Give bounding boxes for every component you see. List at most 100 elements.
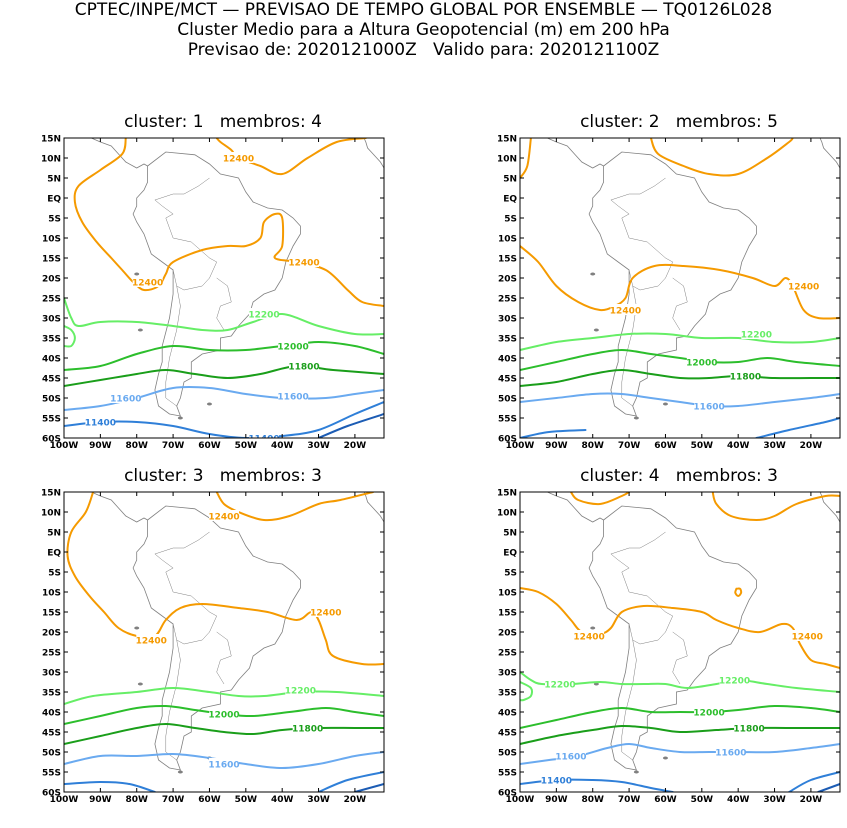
lat-tick-label: 60S bbox=[498, 789, 517, 799]
contour-label: 11600 bbox=[693, 403, 724, 413]
lon-tick-label: 60W bbox=[654, 441, 677, 451]
lat-tick-label: 55S bbox=[498, 415, 517, 425]
coastline-africa bbox=[363, 138, 384, 169]
lat-tick-label: 45S bbox=[498, 729, 517, 739]
contour-label: 12000 bbox=[208, 711, 239, 721]
contour-label: 12200 bbox=[544, 681, 575, 691]
lat-tick-label: 10S bbox=[498, 589, 517, 599]
lat-tick-label: 20S bbox=[498, 629, 517, 639]
lat-tick-label: 5S bbox=[504, 569, 517, 579]
lon-tick-label: 50W bbox=[235, 441, 258, 451]
contour-11400 bbox=[520, 429, 587, 438]
country-border bbox=[610, 531, 666, 555]
lat-tick-label: 10S bbox=[42, 235, 61, 245]
lon-tick-label: 100W bbox=[506, 441, 535, 451]
lat-tick-label: 10N bbox=[497, 155, 517, 165]
contour-11600 bbox=[520, 392, 840, 408]
contour-12200 bbox=[64, 297, 384, 336]
lon-tick-label: 30W bbox=[307, 795, 330, 805]
coastline-africa bbox=[819, 138, 840, 169]
contour-12200 bbox=[520, 681, 534, 702]
lat-tick-label: 35S bbox=[42, 335, 61, 345]
lon-tick-label: 80W bbox=[582, 441, 605, 451]
contour-label-bg bbox=[285, 684, 316, 695]
lat-tick-label: 15S bbox=[498, 609, 517, 619]
header-line-2: Cluster Medio para a Altura Geopotencial… bbox=[177, 20, 670, 40]
lon-tick-label: 80W bbox=[126, 441, 149, 451]
lon-tick-label: 20W bbox=[344, 441, 367, 451]
contour-12000 bbox=[520, 704, 840, 729]
lat-tick-label: EQ bbox=[503, 195, 517, 205]
country-border bbox=[165, 285, 181, 407]
lon-tick-label: 60W bbox=[198, 441, 221, 451]
plot-frame bbox=[63, 137, 385, 439]
contour-label-bg bbox=[249, 308, 279, 319]
contour-11400 bbox=[64, 401, 384, 438]
contour-label: 12200 bbox=[719, 677, 750, 687]
contour-label: 11600 bbox=[208, 761, 239, 771]
island bbox=[593, 682, 599, 686]
lon-tick-label: 90W bbox=[545, 441, 568, 451]
contour-12200 bbox=[64, 325, 76, 348]
lat-tick-label: 10S bbox=[498, 235, 517, 245]
island bbox=[633, 770, 639, 774]
contour-label-bg bbox=[545, 678, 575, 689]
lat-tick-label: 45S bbox=[42, 375, 61, 385]
lat-tick-label: 35S bbox=[498, 335, 517, 345]
contour-label-bg bbox=[110, 392, 141, 403]
island bbox=[662, 756, 668, 760]
contour-label-bg bbox=[289, 360, 319, 371]
country-border bbox=[154, 553, 174, 593]
lat-tick-label: 5N bbox=[47, 529, 61, 539]
contour-12400 bbox=[711, 492, 840, 521]
contour-11800 bbox=[64, 723, 384, 745]
lat-tick-label: 35S bbox=[42, 689, 61, 699]
contour-label-bg bbox=[741, 328, 772, 339]
country-border bbox=[672, 277, 688, 331]
map-cluster-2: 12400 12400 12200 12000 11800 11600 15N 10N 5N EQ… bbox=[497, 135, 841, 451]
lat-tick-label: 60S bbox=[42, 789, 61, 799]
contour-label-bg bbox=[610, 304, 641, 315]
coastline-central-america bbox=[546, 492, 604, 523]
lon-tick-label: 20W bbox=[344, 795, 367, 805]
contour-12400 bbox=[66, 492, 384, 666]
contour-label-bg bbox=[310, 606, 341, 617]
lat-tick-label: 15S bbox=[498, 255, 517, 265]
contour-label-bg bbox=[209, 758, 239, 769]
contour-label-bg bbox=[788, 280, 819, 291]
lat-tick-label: 15N bbox=[497, 135, 517, 145]
lat-tick-label: 10N bbox=[41, 155, 61, 165]
contour-label: 12400 bbox=[792, 633, 823, 643]
contour-12400 bbox=[215, 492, 375, 522]
lat-tick-label: 45S bbox=[42, 729, 61, 739]
lat-tick-label: 40S bbox=[42, 709, 61, 719]
contour-label-bg bbox=[792, 630, 823, 641]
contour-label: 12000 bbox=[277, 343, 308, 353]
contour-label: 11600 bbox=[715, 749, 746, 759]
contour-label: 12400 bbox=[610, 307, 641, 317]
contour-label: 12400 bbox=[223, 155, 254, 165]
lat-tick-label: 5S bbox=[504, 215, 517, 225]
country-border bbox=[154, 531, 210, 555]
lat-tick-label: 5N bbox=[503, 175, 517, 185]
contour-label: 12200 bbox=[248, 311, 279, 321]
panel-title: cluster: 2 membros: 5 bbox=[580, 112, 778, 132]
lat-tick-label: EQ bbox=[47, 195, 61, 205]
lat-tick-label: 30S bbox=[498, 669, 517, 679]
contour-label: 12400 bbox=[788, 283, 819, 293]
lon-tick-label: 20W bbox=[800, 441, 823, 451]
contour-12200 bbox=[520, 671, 840, 693]
country-border bbox=[172, 591, 218, 645]
contour-label-bg bbox=[686, 356, 717, 367]
lat-tick-label: 40S bbox=[498, 355, 517, 365]
contour-11200 bbox=[817, 783, 840, 792]
contour-12400 bbox=[520, 587, 840, 669]
lon-tick-label: 40W bbox=[727, 441, 750, 451]
country-border bbox=[621, 639, 637, 761]
island bbox=[206, 402, 212, 406]
contour-label-bg bbox=[209, 708, 239, 719]
lat-tick-label: 20S bbox=[42, 275, 61, 285]
contour-12000 bbox=[520, 349, 840, 371]
lon-tick-label: 70W bbox=[618, 441, 641, 451]
header-line-3: Previsao de: 2020121000Z Valido para: 20… bbox=[187, 40, 660, 60]
